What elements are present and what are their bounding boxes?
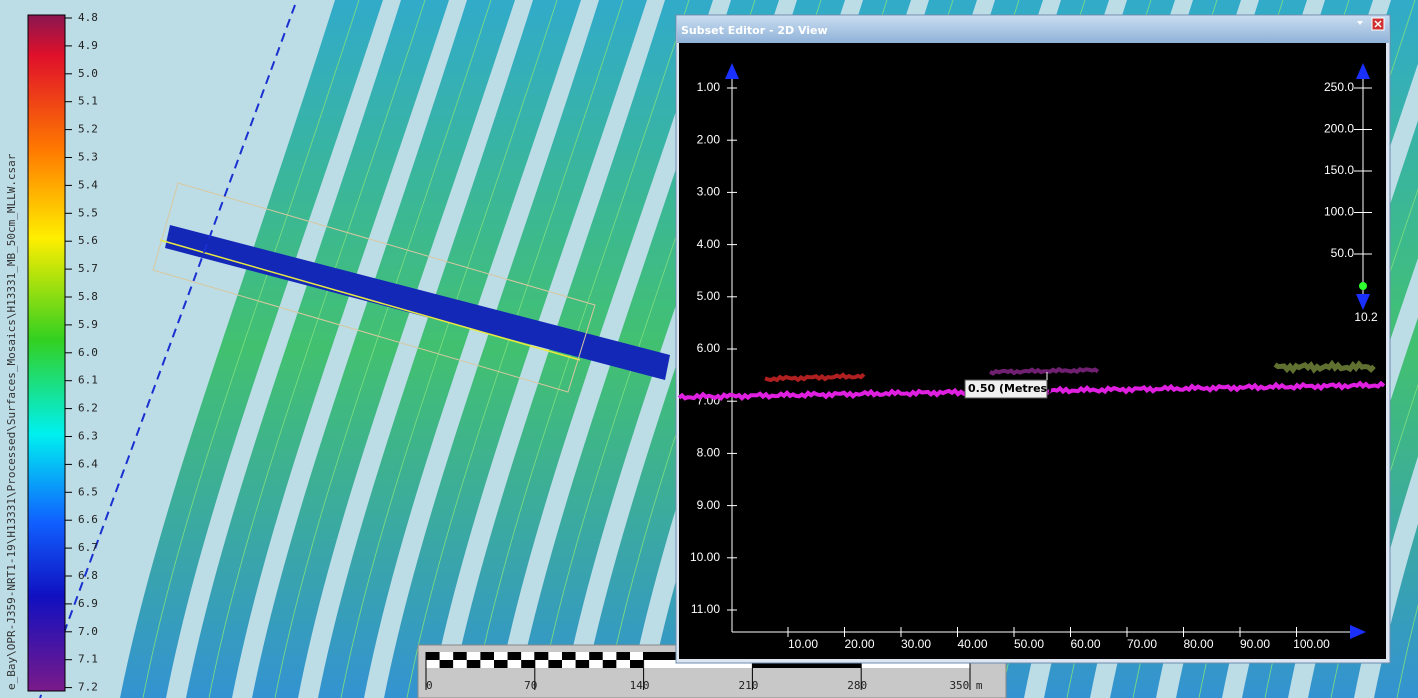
checker — [508, 652, 522, 660]
colorbar-label: 6.5 — [78, 485, 98, 498]
checker — [480, 652, 494, 660]
colorbar-label: 6.7 — [78, 541, 98, 554]
scale-label: 350 m — [949, 679, 982, 692]
colorbar-label: 5.5 — [78, 206, 98, 219]
x-tick-label: 10.00 — [788, 637, 818, 651]
colorbar-label: 6.8 — [78, 569, 98, 582]
colorbar-label: 5.8 — [78, 290, 98, 303]
range-label: 250.0 — [1324, 80, 1354, 94]
checker — [589, 660, 603, 668]
colorbar-label: 5.2 — [78, 123, 98, 136]
scale-label: 70 — [524, 679, 537, 692]
checker — [630, 652, 644, 660]
colorbar-label: 5.9 — [78, 318, 98, 331]
range-label: 150.0 — [1324, 163, 1354, 177]
range-value: 10.2 — [1354, 310, 1378, 324]
colorbar — [28, 15, 65, 691]
checker — [616, 652, 630, 660]
y-tick-label: 9.00 — [697, 498, 721, 512]
checker — [603, 652, 617, 660]
scale-label: 0 — [426, 679, 433, 692]
x-tick-label: 70.00 — [1127, 637, 1157, 651]
checker — [576, 652, 590, 660]
y-tick-label: 6.00 — [697, 341, 721, 355]
checker — [548, 660, 562, 668]
range-handle[interactable] — [1359, 282, 1367, 290]
colorbar-label: 4.8 — [78, 11, 98, 24]
colorbar-label: 6.0 — [78, 346, 98, 359]
colorbar-label: 7.2 — [78, 681, 98, 694]
colorbar-labels: 4.8 4.9 5.0 5.1 5.2 5.3 5.4 5.5 5.6 5.7 5.8 5.9 6.0 6… — [65, 11, 98, 694]
checker — [589, 652, 603, 660]
y-tick-label: 11.00 — [691, 602, 720, 616]
checker — [440, 652, 454, 660]
checker — [494, 660, 508, 668]
scale-label: 140 — [630, 679, 650, 692]
checker — [562, 652, 576, 660]
checker — [535, 652, 549, 660]
x-tick-label: 100.00 — [1293, 637, 1330, 651]
colorbar-label: 5.0 — [78, 67, 98, 80]
x-tick-label: 20.00 — [844, 637, 874, 651]
checker — [426, 660, 440, 668]
colorbar-label: 6.9 — [78, 597, 98, 610]
colorbar-label: 6.6 — [78, 513, 98, 526]
colorbar-label: 5.6 — [78, 234, 98, 247]
colorbar-label: 6.4 — [78, 457, 98, 470]
checker — [616, 660, 630, 668]
checker — [453, 652, 467, 660]
x-tick-label: 30.00 — [901, 637, 931, 651]
colorbar-label: 5.3 — [78, 151, 98, 164]
y-tick-label: 10.00 — [690, 550, 720, 564]
colorbar-label: 6.3 — [78, 430, 98, 443]
colorbar-label: 5.4 — [78, 178, 98, 191]
y-tick-label: 5.00 — [697, 289, 721, 303]
y-tick-label: 1.00 — [697, 80, 721, 94]
plot-area — [679, 43, 1386, 659]
range-label: 200.0 — [1324, 122, 1354, 136]
checker — [494, 652, 508, 660]
checker — [426, 652, 440, 660]
checker — [603, 660, 617, 668]
checker — [630, 660, 644, 668]
checker — [521, 652, 535, 660]
screen: 4.8 4.9 5.0 5.1 5.2 5.3 5.4 5.5 5.6 5.7 5.8 5.9 6.0 6… — [0, 0, 1418, 698]
checker — [562, 660, 576, 668]
x-tick-label: 90.00 — [1240, 637, 1270, 651]
page: { "map": { "file_path": "e_Bay\\OPR-J359… — [0, 0, 1418, 698]
x-tick-label: 60.00 — [1070, 637, 1100, 651]
checker — [467, 660, 481, 668]
colorbar-label: 7.1 — [78, 653, 98, 666]
checker — [508, 660, 522, 668]
checker — [521, 660, 535, 668]
x-tick-label: 40.00 — [957, 637, 987, 651]
checker — [440, 660, 454, 668]
colorbar-label: 5.7 — [78, 262, 98, 275]
range-label: 50.0 — [1331, 246, 1355, 260]
x-tick-label: 50.00 — [1014, 637, 1044, 651]
checker — [480, 660, 494, 668]
window-title: Subset Editor - 2D View — [681, 24, 828, 37]
range-label: 100.0 — [1324, 205, 1354, 219]
checker — [453, 660, 467, 668]
x-tick-label: 80.00 — [1183, 637, 1213, 651]
colorbar-label: 6.2 — [78, 402, 98, 415]
checker — [535, 660, 549, 668]
y-tick-label: 8.00 — [697, 446, 721, 460]
y-tick-label: 3.00 — [697, 185, 721, 199]
colorbar-label: 5.1 — [78, 95, 98, 108]
scale-label: 210 — [738, 679, 758, 692]
y-tick-label: 4.00 — [697, 237, 721, 251]
file-path: e_Bay\OPR-J359-NRT1-19\H13331\Processed\… — [5, 153, 18, 690]
scale-label: 280 — [847, 679, 867, 692]
colorbar-label: 7.0 — [78, 625, 98, 638]
checker — [576, 660, 590, 668]
checker — [467, 652, 481, 660]
colorbar-label: 6.1 — [78, 374, 98, 387]
checker — [548, 652, 562, 660]
colorbar-label: 4.9 — [78, 39, 98, 52]
tooltip: 0.50 (Metres) — [968, 382, 1052, 395]
y-tick-label: 2.00 — [697, 132, 721, 146]
